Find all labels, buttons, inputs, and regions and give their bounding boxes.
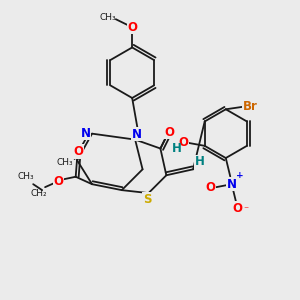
Text: CH₃: CH₃	[56, 158, 73, 167]
Text: CH₃: CH₃	[17, 172, 34, 181]
Text: O: O	[53, 175, 64, 188]
Text: CH₂: CH₂	[31, 189, 47, 198]
Text: O: O	[164, 126, 174, 139]
Text: O: O	[178, 136, 188, 149]
Text: +: +	[236, 171, 244, 180]
Text: N: N	[132, 128, 142, 141]
Text: Br: Br	[243, 100, 258, 113]
Text: ⁻: ⁻	[243, 205, 249, 215]
Text: S: S	[143, 193, 151, 206]
Text: CH₃: CH₃	[100, 13, 116, 22]
Text: N: N	[227, 178, 237, 191]
Text: N: N	[80, 127, 91, 140]
Text: O: O	[233, 202, 243, 215]
Text: H: H	[195, 155, 205, 168]
Text: H: H	[172, 142, 182, 155]
Text: O: O	[205, 181, 215, 194]
Text: O: O	[127, 21, 137, 34]
Text: O: O	[73, 145, 83, 158]
